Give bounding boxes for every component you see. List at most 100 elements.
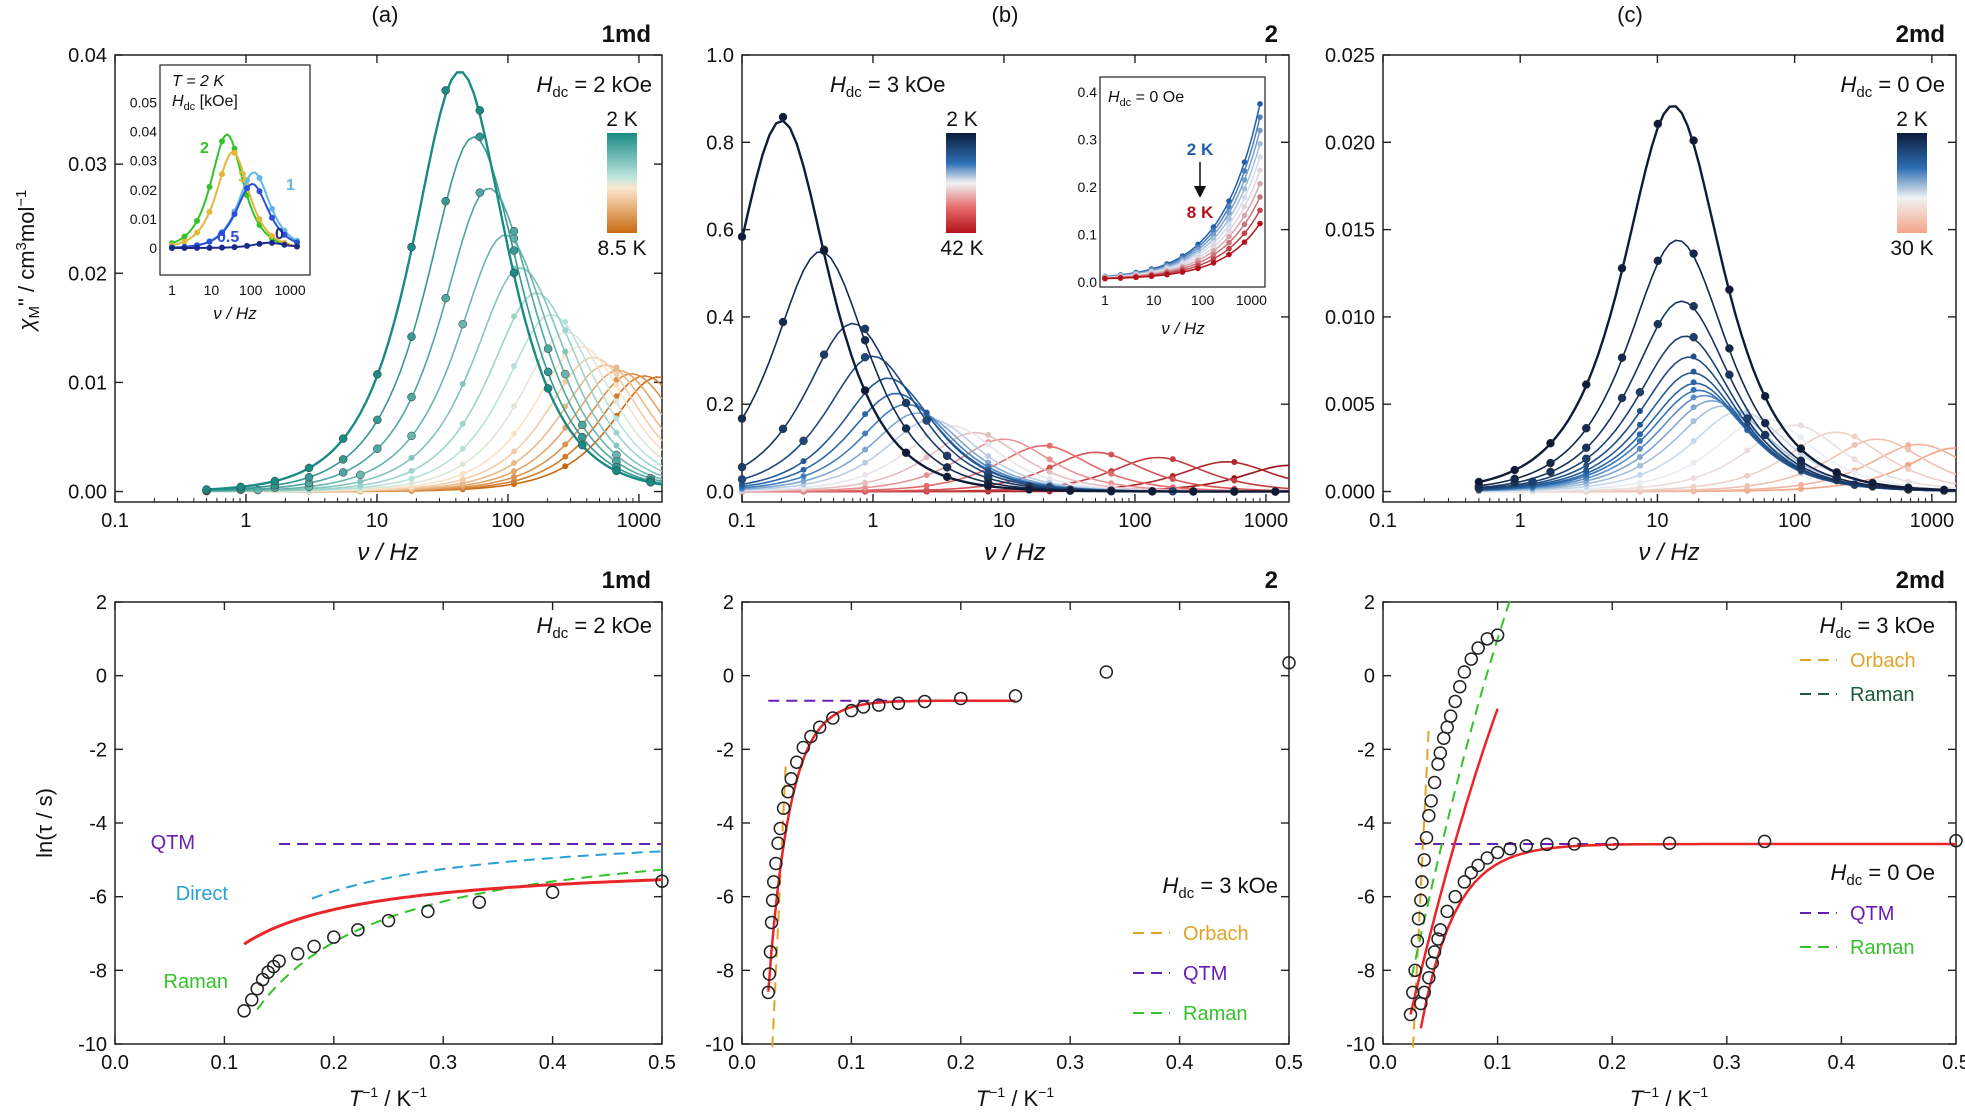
data-point bbox=[1453, 679, 1467, 694]
svg-text:2 K: 2 K bbox=[1896, 108, 1928, 131]
data-point bbox=[578, 432, 587, 442]
inset-a-point bbox=[231, 149, 238, 156]
data-point bbox=[942, 472, 952, 482]
data-point bbox=[1583, 462, 1590, 469]
data-point bbox=[459, 381, 466, 388]
data-point bbox=[543, 367, 553, 377]
inset-b-point bbox=[1226, 251, 1232, 258]
inset-b-point bbox=[1257, 127, 1263, 134]
x-tick-label: 0.3 bbox=[1056, 1052, 1084, 1074]
inset-b-point bbox=[1257, 180, 1263, 187]
data-point bbox=[771, 836, 785, 851]
data-point bbox=[985, 452, 992, 459]
fit-curve bbox=[206, 135, 663, 492]
data-point bbox=[1189, 487, 1198, 496]
data-point bbox=[901, 448, 911, 457]
y-tick-label: -8 bbox=[1357, 960, 1375, 982]
x-tick-label: 1 bbox=[867, 510, 878, 532]
compound-label-b-top: 2 bbox=[1265, 21, 1278, 48]
x-tick-label: 1000 bbox=[1910, 510, 1955, 532]
inset-b-xtick: 1000 bbox=[1236, 292, 1267, 308]
y-tick-label: 0 bbox=[1364, 666, 1375, 688]
data-point bbox=[1690, 386, 1697, 393]
data-point bbox=[1868, 478, 1877, 488]
data-point bbox=[1436, 731, 1451, 746]
y-tick-label: 0.020 bbox=[1325, 132, 1375, 154]
inset-b-point bbox=[1210, 240, 1217, 246]
x-tick-label: 0.1 bbox=[837, 1052, 865, 1074]
data-point bbox=[1797, 434, 1804, 441]
data-point bbox=[1797, 481, 1804, 488]
data-point bbox=[872, 698, 886, 712]
inset-a-xtick: 10 bbox=[204, 282, 220, 298]
data-point bbox=[1904, 483, 1913, 492]
data-point bbox=[1431, 932, 1445, 946]
data-point bbox=[407, 242, 416, 252]
inset-b-point bbox=[1241, 212, 1248, 219]
data-point bbox=[612, 466, 621, 476]
inset-b-ytick: 0.0 bbox=[1078, 274, 1098, 290]
data-point bbox=[1510, 465, 1519, 475]
inset-b-point bbox=[1226, 210, 1232, 216]
x-tick-label: 0.4 bbox=[1827, 1052, 1855, 1074]
data-point bbox=[1617, 264, 1627, 273]
fit-curve bbox=[741, 322, 1289, 493]
svg-text:3: 3 bbox=[238, 169, 247, 186]
data-point bbox=[862, 459, 869, 466]
data-point bbox=[1046, 456, 1053, 463]
data-point bbox=[1231, 459, 1238, 466]
y-tick-label: 0.2 bbox=[706, 394, 734, 416]
data-point bbox=[1271, 487, 1280, 496]
data-point bbox=[407, 332, 416, 341]
inset-b-point bbox=[1241, 221, 1248, 228]
inset-a-point bbox=[219, 171, 225, 178]
inset-b-point bbox=[1226, 216, 1232, 222]
data-point bbox=[613, 398, 620, 405]
data-point bbox=[1905, 442, 1912, 449]
legend-c-bottom: Orbach Raman QTM Raman bbox=[1800, 650, 1916, 959]
svg-text:0: 0 bbox=[275, 226, 284, 243]
inset-b-point bbox=[1257, 194, 1263, 200]
inset-b-point bbox=[1257, 154, 1263, 160]
data-point bbox=[1410, 934, 1425, 948]
data-point bbox=[1905, 461, 1912, 468]
y-tick-label: 0.0 bbox=[706, 482, 734, 504]
data-point bbox=[983, 481, 993, 491]
inset-b-xtick: 10 bbox=[1146, 292, 1162, 308]
data-point bbox=[923, 409, 930, 416]
svg-text:1: 1 bbox=[286, 177, 295, 194]
data-point bbox=[1282, 656, 1296, 670]
data-point bbox=[459, 445, 466, 452]
inset-a-point bbox=[244, 185, 250, 192]
y-tick-label: 0.01 bbox=[68, 372, 107, 394]
data-point bbox=[985, 441, 992, 448]
inset-a-point bbox=[269, 232, 275, 239]
data-point bbox=[237, 1004, 251, 1018]
x-axis-labels-bottom: T−1 / K−1 T−1 / K−1 T−1 / K−1 bbox=[349, 1084, 1709, 1111]
x-tick-label: 10 bbox=[993, 510, 1015, 532]
data-point bbox=[819, 246, 829, 256]
x-tick-label: 100 bbox=[1118, 510, 1151, 532]
data-point bbox=[1148, 487, 1157, 496]
x-tick-label: 10 bbox=[1646, 510, 1668, 532]
svg-text:30 K: 30 K bbox=[1890, 237, 1933, 260]
inset-a-ytick: 0 bbox=[149, 240, 157, 256]
data-point bbox=[1725, 344, 1734, 353]
compound-label-b-bottom: 2 bbox=[1265, 567, 1278, 594]
data-point bbox=[458, 319, 467, 329]
data-point bbox=[327, 930, 341, 944]
x-axis-label-b-top: ν / Hz bbox=[984, 539, 1045, 566]
x-tick-label: 0.1 bbox=[101, 510, 129, 532]
data-point bbox=[1065, 486, 1075, 495]
data-point bbox=[1230, 487, 1239, 496]
data-point bbox=[236, 482, 245, 492]
inset-a-point bbox=[256, 174, 263, 181]
data-point bbox=[922, 416, 931, 425]
data-point bbox=[1690, 418, 1697, 425]
inset-b-point bbox=[1257, 220, 1263, 227]
fit-curve bbox=[206, 187, 663, 492]
svg-text:Orbach: Orbach bbox=[1183, 923, 1249, 945]
data-point bbox=[1636, 471, 1643, 478]
fit-curve bbox=[206, 267, 663, 493]
inset-b-xtick: 1 bbox=[1101, 292, 1109, 308]
